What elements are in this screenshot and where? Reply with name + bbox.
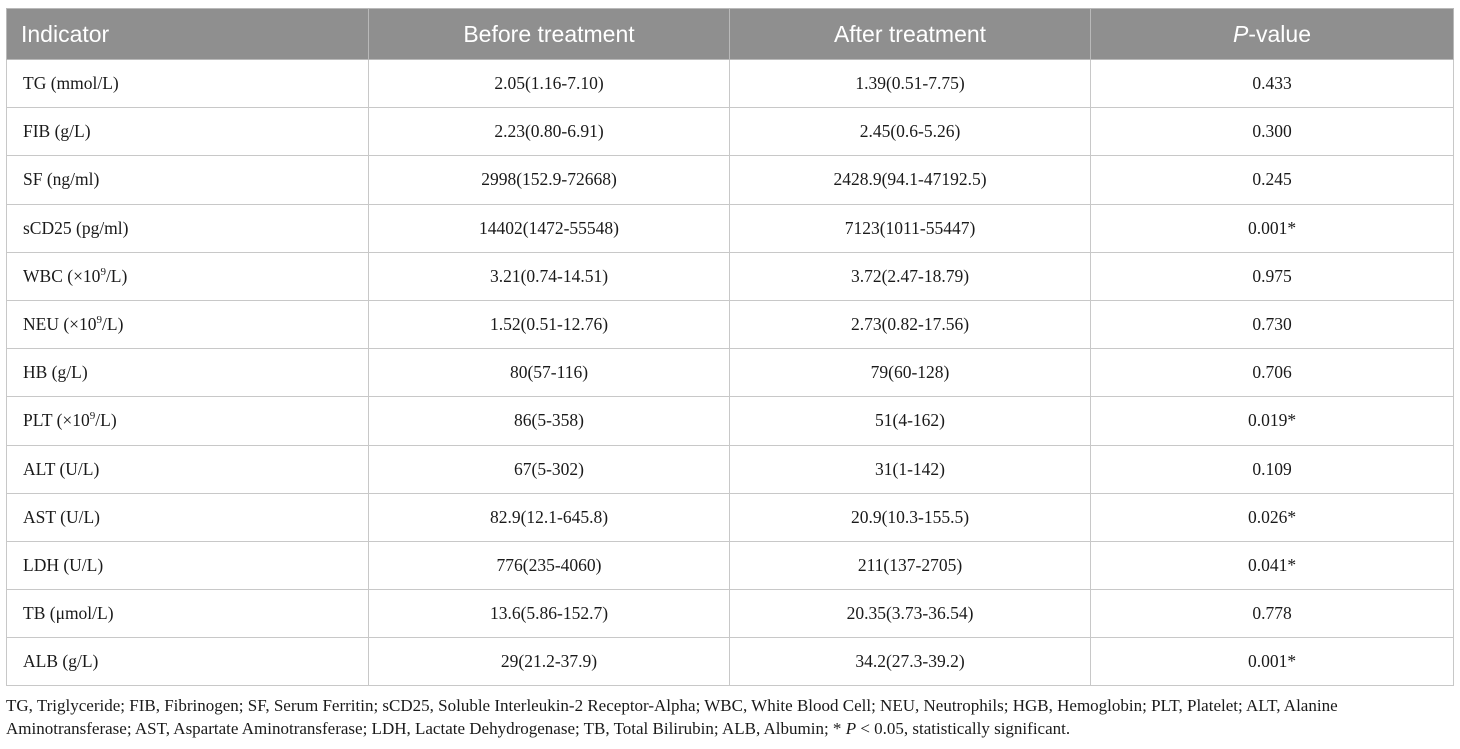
p-value-cell: 0.019*: [1090, 396, 1454, 446]
p-value-cell: 0.245: [1090, 155, 1454, 205]
after-cell: 31(1-142): [729, 444, 1091, 494]
p-value-cell: 0.026*: [1090, 492, 1454, 542]
before-cell: 14402(1472-55548): [368, 203, 730, 253]
before-cell: 2.23(0.80-6.91): [368, 107, 730, 157]
p-value-cell: 0.730: [1090, 299, 1454, 350]
before-cell: 2998(152.9-72668): [368, 155, 730, 205]
header-p-letter: P: [1233, 20, 1249, 47]
before-cell: 3.21(0.74-14.51): [368, 251, 730, 301]
table-row: AST (U/L) 82.9(12.1-645.8) 20.9(10.3-155…: [6, 492, 1454, 542]
indicator-cell: HB (g/L): [6, 348, 369, 398]
before-cell: 776(235-4060): [368, 540, 730, 591]
indicator-cell: TG (mmol/L): [6, 58, 369, 109]
footnote-significance: < 0.05, statistically significant.: [856, 719, 1071, 739]
indicator-cell: NEU (×109/L): [6, 299, 369, 350]
header-after-treatment: After treatment: [729, 8, 1091, 60]
table-footnote: TG, Triglyceride; FIB, Fibrinogen; SF, S…: [6, 694, 1456, 740]
table-row: ALB (g/L) 29(21.2-37.9) 34.2(27.3-39.2) …: [6, 637, 1454, 687]
after-cell: 20.35(3.73-36.54): [729, 589, 1091, 639]
table-row: NEU (×109/L) 1.52(0.51-12.76) 2.73(0.82-…: [6, 299, 1454, 350]
p-value-cell: 0.001*: [1090, 637, 1454, 687]
indicator-text: PLT (×10: [23, 410, 90, 431]
after-cell: 211(137-2705): [729, 540, 1091, 591]
after-cell: 2428.9(94.1-47192.5): [729, 155, 1091, 205]
indicator-cell: SF (ng/ml): [6, 155, 369, 205]
table-row: LDH (U/L) 776(235-4060) 211(137-2705) 0.…: [6, 540, 1454, 591]
indicator-cell: sCD25 (pg/ml): [6, 203, 369, 253]
table-row: TG (mmol/L) 2.05(1.16-7.10) 1.39(0.51-7.…: [6, 58, 1454, 109]
table-row: TB (μmol/L) 13.6(5.86-152.7) 20.35(3.73-…: [6, 589, 1454, 639]
after-cell: 2.45(0.6-5.26): [729, 107, 1091, 157]
indicator-cell: ALB (g/L): [6, 637, 369, 687]
footnote-p-letter: P: [845, 719, 857, 739]
header-p-value: P-value: [1090, 8, 1454, 60]
after-cell: 34.2(27.3-39.2): [729, 637, 1091, 687]
table-row: SF (ng/ml) 2998(152.9-72668) 2428.9(94.1…: [6, 155, 1454, 205]
indicator-unit: /L): [95, 410, 117, 431]
p-value-cell: 0.706: [1090, 348, 1454, 398]
after-cell: 2.73(0.82-17.56): [729, 299, 1091, 350]
exponent: 9: [96, 314, 103, 327]
table-row: FIB (g/L) 2.23(0.80-6.91) 2.45(0.6-5.26)…: [6, 107, 1454, 157]
indicator-cell: TB (μmol/L): [6, 589, 369, 639]
indicator-unit: /L): [102, 314, 124, 335]
before-cell: 80(57-116): [368, 348, 730, 398]
indicator-text: WBC (×10: [23, 265, 101, 286]
table-row: HB (g/L) 80(57-116) 79(60-128) 0.706: [6, 348, 1454, 398]
indicator-cell: AST (U/L): [6, 492, 369, 542]
before-cell: 86(5-358): [368, 396, 730, 446]
table-body: TG (mmol/L) 2.05(1.16-7.10) 1.39(0.51-7.…: [6, 58, 1454, 687]
indicator-cell: LDH (U/L): [6, 540, 369, 591]
after-cell: 1.39(0.51-7.75): [729, 58, 1091, 109]
before-cell: 82.9(12.1-645.8): [368, 492, 730, 542]
after-cell: 7123(1011-55447): [729, 203, 1091, 253]
after-cell: 79(60-128): [729, 348, 1091, 398]
table-container: Indicator Before treatment After treatme…: [6, 8, 1456, 740]
indicator-cell: ALT (U/L): [6, 444, 369, 494]
table-row: ALT (U/L) 67(5-302) 31(1-142) 0.109: [6, 444, 1454, 494]
results-table: Indicator Before treatment After treatme…: [6, 8, 1454, 687]
indicator-unit: /L): [105, 265, 128, 286]
indicator-text: NEU (×10: [23, 314, 97, 335]
p-value-cell: 0.300: [1090, 107, 1454, 157]
exponent: 9: [100, 266, 106, 279]
indicator-cell: WBC (×109/L): [6, 251, 369, 301]
p-value-cell: 0.975: [1090, 251, 1454, 301]
header-before-treatment: Before treatment: [368, 8, 730, 60]
header-indicator: Indicator: [6, 8, 369, 60]
p-value-cell: 0.433: [1090, 58, 1454, 109]
before-cell: 13.6(5.86-152.7): [368, 589, 730, 639]
p-value-cell: 0.109: [1090, 444, 1454, 494]
p-value-cell: 0.778: [1090, 589, 1454, 639]
table-header: Indicator Before treatment After treatme…: [6, 8, 1454, 60]
header-row: Indicator Before treatment After treatme…: [6, 8, 1454, 60]
exponent: 9: [89, 410, 96, 423]
indicator-cell: PLT (×109/L): [6, 396, 369, 446]
table-row: WBC (×109/L) 3.21(0.74-14.51) 3.72(2.47-…: [6, 251, 1454, 301]
before-cell: 1.52(0.51-12.76): [368, 299, 730, 350]
table-row: PLT (×109/L) 86(5-358) 51(4-162) 0.019*: [6, 396, 1454, 446]
header-p-suffix: -value: [1248, 20, 1311, 47]
table-row: sCD25 (pg/ml) 14402(1472-55548) 7123(101…: [6, 203, 1454, 253]
p-value-cell: 0.041*: [1090, 540, 1454, 591]
p-value-cell: 0.001*: [1090, 203, 1454, 253]
after-cell: 3.72(2.47-18.79): [729, 251, 1091, 301]
footnote-abbreviations: TG, Triglyceride; FIB, Fibrinogen; SF, S…: [6, 696, 1338, 739]
before-cell: 67(5-302): [368, 444, 730, 494]
before-cell: 29(21.2-37.9): [368, 637, 730, 687]
after-cell: 20.9(10.3-155.5): [729, 492, 1091, 542]
before-cell: 2.05(1.16-7.10): [368, 58, 730, 109]
after-cell: 51(4-162): [729, 396, 1091, 446]
indicator-cell: FIB (g/L): [6, 107, 369, 157]
